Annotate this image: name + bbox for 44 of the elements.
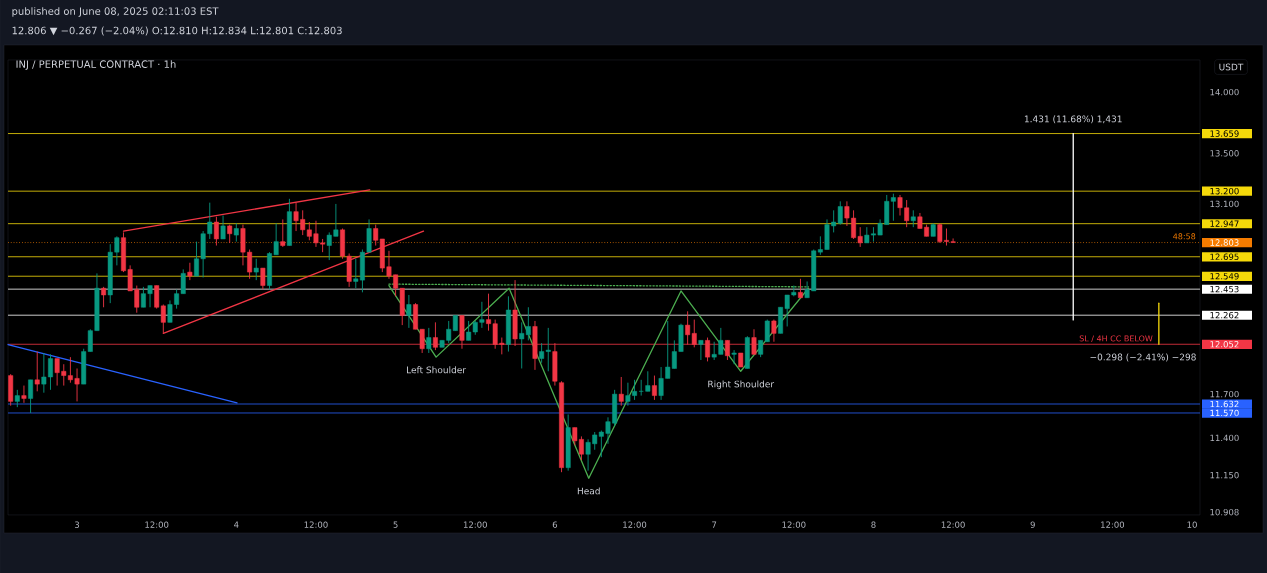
y-tick-label: 12.262 [1210,311,1239,319]
y-tick-label: 11.632 [1210,400,1239,408]
x-tick-label: 12:00 [463,521,487,528]
y-tick-label: 13.500 [1210,150,1239,157]
y-tick-label: 12.549 [1210,273,1239,280]
x-tick-label: 10 [1187,521,1197,528]
annotation: −0.298 (−2.41%) −298 [1090,353,1196,362]
annotation: 48:58 [1173,233,1196,240]
chart-title: INJ / PERPETUAL CONTRACT · 1h [16,60,176,70]
annotation: Left Shoulder [407,366,467,374]
y-tick-label: 12.947 [1210,220,1239,227]
x-tick-label: 4 [234,521,239,528]
annotation: Right Shoulder [708,380,775,390]
y-axis-title: USDT [1219,63,1244,71]
y-tick-label: 14.000 [1210,88,1239,96]
y-tick-label: 12.695 [1210,253,1239,260]
annotation: Head [577,487,600,495]
y-tick-label: 13.100 [1210,200,1239,208]
x-tick-label: 8 [871,521,876,528]
y-tick-label: 12.052 [1210,341,1239,348]
y-tick-label: 12.803 [1210,239,1239,246]
chart-subtitle: 12.806 ▼ −0.267 (−2.04%) O:12.810 H:12.834 L:12.801 C:12.803 [12,26,342,36]
y-tick-label: 13.659 [1210,130,1239,137]
y-tick-label: 13.200 [1210,187,1239,195]
x-tick-label: 5 [393,521,398,528]
y-tick-label: 10.908 [1210,508,1239,516]
annotation: 1.431 (11.68%) 1,431 [1024,115,1122,124]
y-tick-label: 11.570 [1210,409,1239,417]
x-tick-label: 12:00 [145,521,169,528]
x-tick-label: 9 [1030,521,1035,528]
ref-line-label: SL / 4H CC BELOW [1079,335,1153,343]
x-tick-label: 12:00 [941,521,965,528]
x-tick-label: 7 [712,521,717,528]
y-tick-label: 12.453 [1210,285,1239,293]
x-tick-label: 3 [74,521,80,528]
x-tick-label: 12:00 [623,521,647,528]
y-tick-label: 11.150 [1210,471,1239,479]
x-tick-label: 12:00 [1101,521,1125,528]
text: published on June 08, 2025 02:11:03 EST [12,7,219,17]
x-tick-label: 12:00 [304,521,328,528]
y-tick-label: 11.400 [1210,434,1239,442]
x-tick-label: 6 [552,521,558,528]
x-tick-label: 12:00 [782,521,806,528]
y-tick-label: 11.700 [1210,390,1239,398]
